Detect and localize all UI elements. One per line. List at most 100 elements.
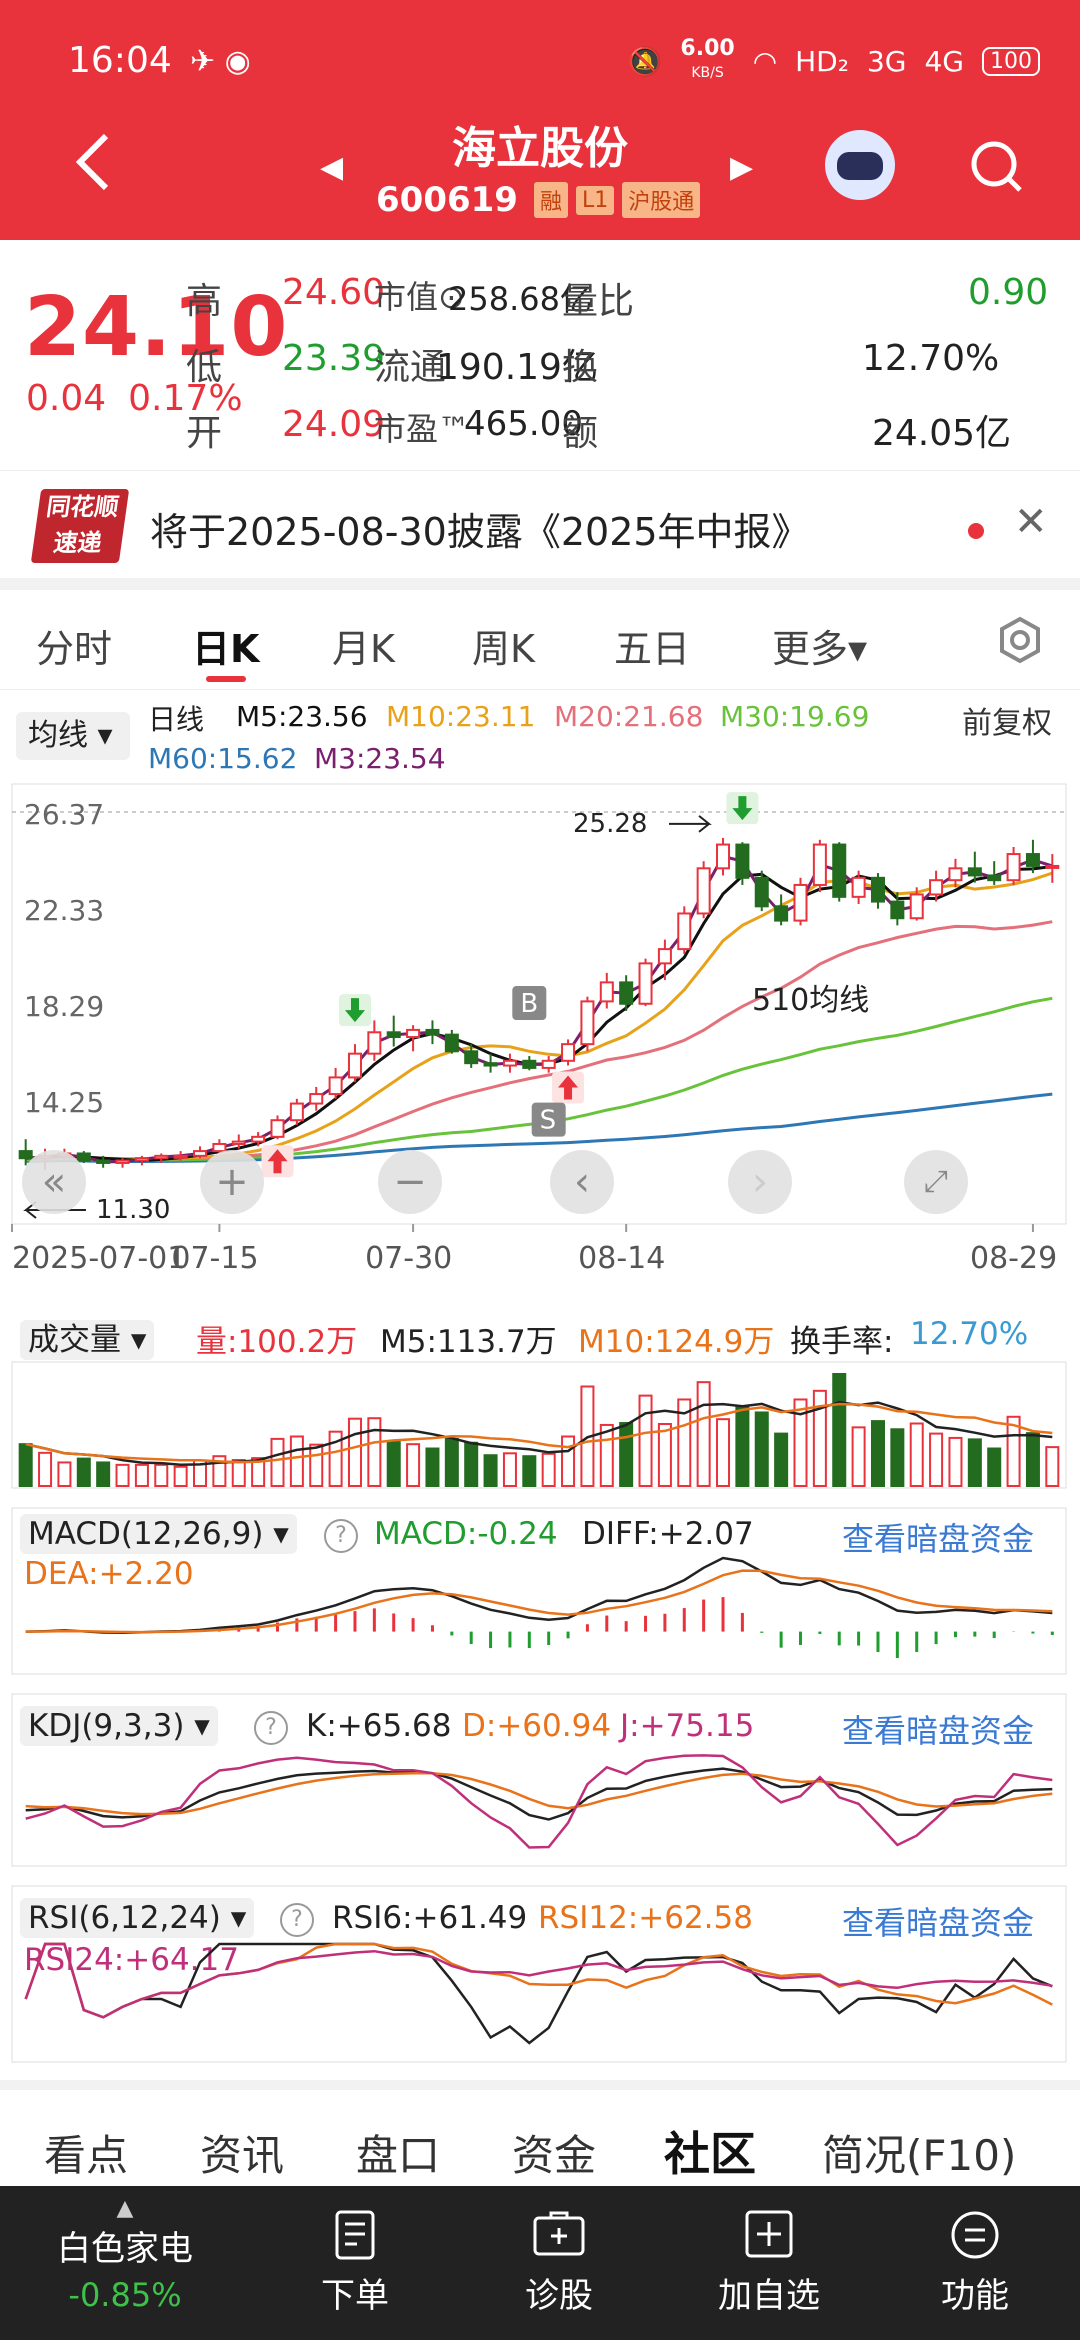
tab-funds[interactable]: 资金 bbox=[512, 2131, 597, 2180]
tab-orderbook[interactable]: 盘口 bbox=[356, 2131, 441, 2180]
candle-body bbox=[754, 876, 769, 908]
tab-more[interactable]: 更多▾ bbox=[772, 627, 868, 671]
volume-bar bbox=[541, 1452, 556, 1487]
volume-bar bbox=[502, 1452, 517, 1487]
help-icon[interactable]: ? bbox=[324, 1514, 358, 1553]
open-value: 24.09 bbox=[282, 404, 386, 445]
tab-intraday[interactable]: 分时 bbox=[36, 627, 113, 671]
tab-weekly-k[interactable]: 周K bbox=[472, 627, 535, 671]
ma-annotation: 510均线 bbox=[752, 983, 869, 1018]
adjust-mode[interactable]: 前复权 bbox=[962, 706, 1052, 741]
volume-ratio-value: 0.90 bbox=[968, 272, 1049, 313]
tab-daily-k[interactable]: 日K bbox=[192, 627, 260, 671]
candle-body bbox=[716, 843, 731, 870]
volume-bar bbox=[173, 1465, 188, 1487]
prev-stock-icon[interactable]: ◀ bbox=[320, 150, 344, 185]
macd-dea: DEA:+2.20 bbox=[24, 1556, 194, 1592]
candle-body bbox=[76, 1152, 91, 1162]
candle-body bbox=[929, 879, 944, 896]
candle-body bbox=[561, 1043, 576, 1062]
pe-label: 市盈™ bbox=[374, 410, 471, 448]
notice-text[interactable]: 将于2025-08-30披露《2025年中报》 bbox=[150, 510, 810, 554]
kdj-j: J:+75.15 bbox=[620, 1708, 755, 1744]
volume-bar bbox=[754, 1411, 769, 1488]
amount-value: 24.05亿 bbox=[872, 413, 1012, 454]
status-time: 16:04 bbox=[68, 40, 172, 81]
volume-bar bbox=[270, 1437, 285, 1487]
scroll-left-icon[interactable]: « bbox=[22, 1150, 86, 1214]
close-icon[interactable]: ✕ bbox=[1014, 499, 1048, 545]
ma-m5: M5:23.56 bbox=[236, 700, 368, 733]
diagnose-icon bbox=[533, 2211, 585, 2256]
zoom-in-icon[interactable]: + bbox=[200, 1150, 264, 1214]
amount-label: 额 bbox=[562, 413, 599, 454]
sector-info[interactable]: ▲ 白色家电 -0.85% bbox=[30, 2186, 220, 2340]
info-tabs: 看点 资讯 盘口 资金 社区 简况(F10) bbox=[0, 2080, 1080, 2186]
price-tick-label: 18.29 bbox=[24, 990, 104, 1023]
rsi6: RSI6:+61.49 bbox=[332, 1900, 528, 1936]
help-icon[interactable]: ? bbox=[254, 1706, 288, 1745]
price-tick-label: 14.25 bbox=[24, 1086, 104, 1119]
prev-icon[interactable]: ‹ bbox=[550, 1150, 614, 1214]
functions-button[interactable]: 功能 bbox=[920, 2186, 1030, 2340]
tab-highlights[interactable]: 看点 bbox=[44, 2131, 129, 2180]
fullscreen-icon[interactable]: ⤢ bbox=[904, 1150, 968, 1214]
search-icon[interactable] bbox=[968, 138, 1024, 194]
back-icon[interactable] bbox=[70, 132, 120, 192]
candle-body bbox=[1025, 853, 1040, 867]
volume-bar bbox=[890, 1428, 905, 1487]
volume-bar bbox=[1025, 1432, 1040, 1488]
next-icon[interactable]: › bbox=[728, 1150, 792, 1214]
float-value: 190.19亿 bbox=[436, 347, 598, 388]
volume-bar bbox=[18, 1443, 33, 1488]
signal-3g: 3G bbox=[866, 44, 907, 78]
high-value: 24.60 bbox=[282, 272, 386, 313]
mute-icon: 🔕 bbox=[627, 44, 663, 78]
darkpool-link-kdj[interactable]: 查看暗盘资金 bbox=[842, 1712, 1035, 1750]
app-header: 16:04 ✈ ◉ 🔕 6.00 KB/S ◠ HD₂ 3G 4G 100 ◀ 海… bbox=[0, 0, 1080, 240]
ma-m10: M10:23.11 bbox=[386, 700, 536, 733]
stock-code-line: 600619 融 L1 沪股通 bbox=[376, 180, 701, 220]
kdj-d: D:+60.94 bbox=[462, 1708, 612, 1744]
mcap-label: 市值⊙ bbox=[374, 278, 465, 316]
tab-five-day[interactable]: 五日 bbox=[614, 627, 691, 671]
status-bar: 16:04 ✈ ◉ 🔕 6.00 KB/S ◠ HD₂ 3G 4G 100 bbox=[0, 0, 1080, 110]
candle-body bbox=[328, 1076, 343, 1096]
help-icon[interactable]: ? bbox=[280, 1898, 314, 1937]
zoom-out-icon[interactable]: − bbox=[378, 1150, 442, 1214]
tab-monthly-k[interactable]: 月K bbox=[332, 627, 395, 671]
macd-value: MACD:-0.24 bbox=[374, 1516, 558, 1552]
volume-bar bbox=[870, 1420, 885, 1487]
candle-body bbox=[967, 867, 982, 877]
kdj-select[interactable]: KDJ(9,3,3) ▾ bbox=[20, 1706, 218, 1746]
tab-community[interactable]: 社区 bbox=[664, 2127, 756, 2181]
volume-bar bbox=[967, 1438, 982, 1487]
candlestick-chart[interactable]: 26.37 22.33 18.29 14.25 25.28 11.30 510均线 B S bbox=[0, 783, 1080, 1225]
volume-select[interactable]: 成交量 ▾ bbox=[20, 1314, 155, 1360]
macd-select[interactable]: MACD(12,26,9) ▾ bbox=[20, 1514, 297, 1554]
status-indicators: 🔕 6.00 KB/S ◠ HD₂ 3G 4G 100 bbox=[628, 38, 1040, 84]
volume-bar bbox=[115, 1463, 130, 1487]
darkpool-link-rsi[interactable]: 查看暗盘资金 bbox=[842, 1904, 1035, 1942]
notice-banner[interactable]: 同花顺 速递 将于2025-08-30披露《2025年中报》 ✕ bbox=[0, 470, 1080, 580]
ma-select[interactable]: 均线 ▾ bbox=[16, 712, 130, 760]
tab-news[interactable]: 资讯 bbox=[200, 2131, 285, 2180]
order-icon bbox=[335, 2210, 375, 2260]
volume-bar bbox=[347, 1417, 362, 1487]
tab-profile[interactable]: 简况(F10) bbox=[822, 2131, 1017, 2180]
order-button[interactable]: 下单 bbox=[300, 2186, 410, 2340]
diagnose-button[interactable]: 诊股 bbox=[504, 2186, 614, 2340]
volume-bar bbox=[812, 1389, 827, 1487]
rsi-select[interactable]: RSI(6,12,24) ▾ bbox=[20, 1898, 255, 1938]
next-stock-icon[interactable]: ▶ bbox=[730, 150, 754, 185]
candle-body bbox=[890, 900, 905, 920]
ai-assistant-icon[interactable] bbox=[825, 130, 895, 200]
volume-bar bbox=[367, 1417, 382, 1487]
candle-body bbox=[444, 1033, 459, 1053]
add-watchlist-button[interactable]: 加自选 bbox=[704, 2186, 834, 2340]
settings-icon[interactable] bbox=[996, 616, 1044, 664]
volume-bar bbox=[735, 1405, 750, 1487]
darkpool-link-macd[interactable]: 查看暗盘资金 bbox=[842, 1520, 1035, 1558]
volume-bar bbox=[289, 1435, 304, 1488]
